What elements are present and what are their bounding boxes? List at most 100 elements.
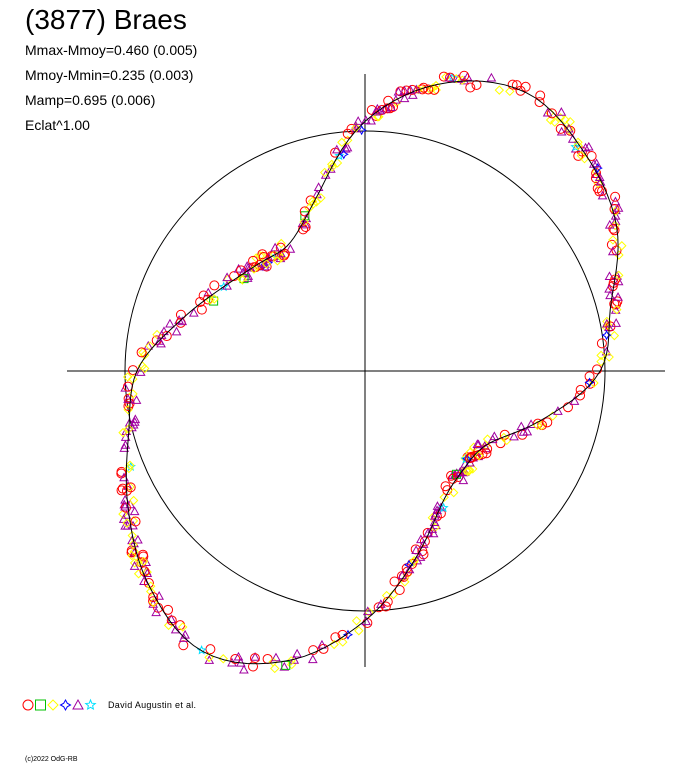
observation-point <box>404 564 415 574</box>
legend-marker-star5-icon <box>84 698 97 711</box>
observation-point <box>520 81 531 92</box>
observation-point <box>205 644 216 655</box>
observation-point <box>342 128 353 139</box>
observation-point <box>542 417 553 428</box>
observation-point <box>354 626 364 636</box>
observation-point <box>127 530 137 541</box>
observation-point <box>209 280 220 291</box>
observation-point <box>356 125 367 136</box>
observation-point <box>131 395 142 404</box>
observation-point <box>165 318 175 328</box>
observation-point <box>423 84 434 95</box>
observation-point <box>617 241 627 251</box>
observation-point <box>591 158 602 168</box>
observation-point <box>427 524 438 533</box>
observation-point <box>242 261 253 270</box>
observation-point <box>248 262 259 273</box>
observation-point <box>142 568 153 578</box>
observation-point <box>128 419 139 429</box>
observation-point <box>120 501 130 511</box>
observation-point <box>122 372 133 382</box>
observation-point <box>362 606 373 616</box>
observation-point <box>360 115 371 125</box>
observation-point <box>535 90 546 101</box>
observation-point <box>123 401 134 412</box>
observation-point <box>584 377 595 388</box>
observation-point <box>118 427 128 438</box>
observation-point <box>486 72 497 82</box>
observation-point <box>610 191 621 202</box>
observation-point <box>502 435 512 446</box>
observation-point <box>449 487 459 498</box>
observation-point <box>596 356 606 367</box>
observation-point <box>489 431 500 441</box>
observation-point <box>593 178 603 189</box>
observation-point <box>118 509 128 519</box>
observation-point <box>413 84 423 95</box>
observation-point <box>604 283 614 293</box>
observation-point <box>584 371 595 382</box>
observation-point <box>583 141 594 151</box>
observation-point <box>257 249 268 260</box>
legend-marker-diamond-icon <box>47 699 59 711</box>
observation-point <box>439 492 449 502</box>
observation-point <box>138 551 149 562</box>
observation-point <box>129 506 140 516</box>
observation-point <box>317 639 327 649</box>
observation-point <box>299 217 309 227</box>
observation-point <box>311 197 322 207</box>
observation-point <box>140 363 150 374</box>
legend-marker-star4-icon <box>59 698 72 712</box>
observation-point <box>237 274 247 284</box>
observation-point <box>127 550 137 561</box>
observation-point <box>555 113 566 123</box>
observation-point <box>609 204 620 215</box>
observation-point <box>458 475 469 485</box>
observation-point <box>171 326 182 336</box>
observation-point <box>272 256 283 266</box>
observation-point <box>509 431 519 441</box>
observation-point <box>610 210 621 220</box>
observation-point <box>325 163 336 173</box>
observation-point <box>556 126 567 136</box>
observation-point <box>611 318 622 327</box>
observation-point <box>121 510 132 519</box>
observation-point <box>451 74 461 84</box>
observation-point <box>329 639 339 650</box>
observation-point <box>366 115 376 125</box>
observation-point <box>586 151 597 162</box>
observation-point <box>319 167 330 178</box>
observation-point <box>170 624 181 634</box>
observation-point <box>196 304 207 315</box>
observation-point <box>139 576 149 586</box>
observation-point <box>177 622 188 632</box>
observation-point <box>259 261 270 271</box>
observation-point <box>195 296 206 307</box>
observation-point <box>402 566 413 577</box>
observation-point <box>473 439 484 449</box>
observation-point <box>418 82 429 93</box>
observation-point <box>270 663 280 674</box>
observation-point <box>444 72 455 82</box>
observation-point <box>276 248 286 258</box>
stat-mmoy-mmin: Mmoy-Mmin=0.235 (0.003) <box>25 67 194 83</box>
observation-point <box>279 661 290 671</box>
observation-point <box>119 443 130 452</box>
observation-point <box>545 115 556 125</box>
observation-point <box>318 643 329 654</box>
observation-point <box>222 272 232 282</box>
observation-point <box>595 176 606 186</box>
observation-point <box>592 364 603 375</box>
observation-point <box>308 645 319 656</box>
observation-point <box>143 578 154 589</box>
observation-point <box>388 101 399 112</box>
observation-point <box>546 108 557 119</box>
observation-point <box>120 502 131 513</box>
observation-point <box>188 307 199 317</box>
observation-point <box>609 330 620 341</box>
stat-eclat: Eclat^1.00 <box>25 117 90 133</box>
observation-point <box>550 117 560 127</box>
chart-title: (3877) Braes <box>25 4 187 35</box>
observation-point <box>608 223 619 234</box>
observation-point <box>337 629 348 640</box>
